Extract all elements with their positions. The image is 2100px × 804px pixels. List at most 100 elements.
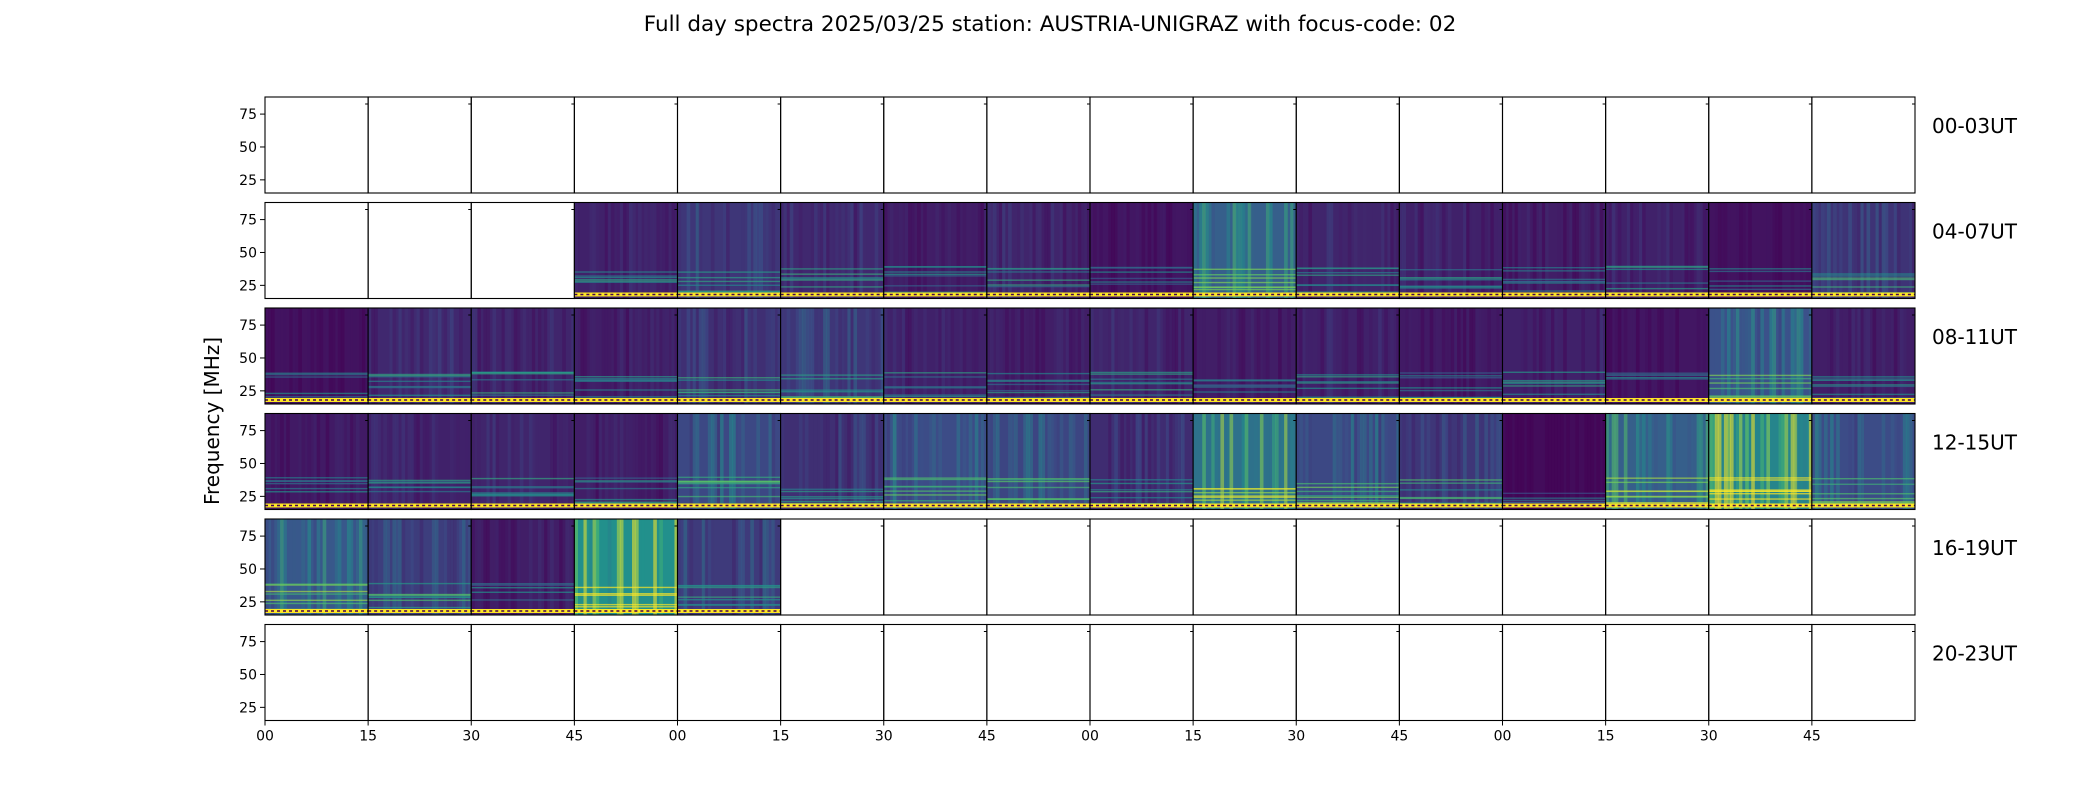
cell-frame — [1501, 518, 1607, 616]
cell-frame — [1811, 201, 1916, 300]
low-band — [780, 292, 884, 297]
spectrum-cell — [1501, 96, 1607, 194]
low-band — [986, 292, 1090, 297]
spectrum-cell — [1605, 518, 1710, 616]
low-band — [265, 398, 369, 402]
spectrum-cell — [1295, 412, 1400, 511]
spectrum-cell — [986, 623, 1091, 722]
spectra-row: 75 50 25 12-15UT — [239, 412, 2018, 511]
y-tick-label: 50 — [239, 667, 257, 683]
spectrum-cell — [367, 201, 472, 300]
cell-frame — [1192, 518, 1297, 616]
x-tick-label: 00 — [1081, 729, 1099, 745]
spectrum-cell — [1708, 201, 1813, 300]
spectrum-cell — [264, 307, 369, 405]
low-band — [1605, 292, 1709, 297]
spectrum-cell — [1398, 518, 1504, 616]
low-band — [1193, 292, 1297, 297]
low-band — [1811, 398, 1915, 402]
spectrum-cell — [1708, 96, 1813, 194]
spectrum-cell — [1605, 412, 1710, 511]
low-band — [1605, 398, 1709, 402]
spectrum-cell — [1295, 518, 1400, 616]
spectrum-cell — [1295, 307, 1400, 405]
spectrum-cell — [1811, 412, 1916, 511]
x-tick-label: 00 — [1494, 729, 1512, 745]
spectrum-cell — [1398, 623, 1504, 722]
low-band — [1399, 503, 1503, 508]
cell-frame — [883, 623, 988, 722]
low-band — [265, 503, 369, 508]
spectrum-cell — [1605, 201, 1710, 300]
low-band — [780, 503, 884, 508]
cell-frame — [1089, 96, 1194, 194]
spectrum-cell — [986, 412, 1091, 511]
spectrum-cell — [1501, 623, 1607, 722]
cell-frame — [573, 96, 679, 194]
low-band — [1811, 292, 1915, 297]
low-band — [471, 398, 575, 402]
cell-frame — [1811, 96, 1916, 194]
cell-frame — [1398, 96, 1504, 194]
cell-frame — [470, 623, 575, 722]
spectrum-cell — [780, 96, 885, 194]
cell-frame — [1708, 518, 1813, 616]
spectrum-cell — [264, 623, 369, 722]
low-band — [1090, 292, 1194, 297]
spectrum-cell — [676, 412, 782, 511]
spectrum-cell — [1708, 412, 1813, 511]
spectrum-cell — [573, 307, 679, 405]
cell-frame — [780, 623, 885, 722]
spectrum-cell — [1811, 518, 1916, 616]
x-tick-label: 00 — [669, 729, 687, 745]
spectrum-cell — [1089, 201, 1194, 300]
spectrum-cell — [1605, 307, 1710, 405]
low-band — [1708, 398, 1812, 402]
low-band — [1708, 292, 1812, 297]
spectrum-cell — [1089, 96, 1194, 194]
spectrum-cell — [264, 412, 369, 511]
cell-frame — [883, 96, 988, 194]
cell-frame — [1501, 623, 1607, 722]
cell-frame — [1295, 96, 1400, 194]
spectrum-cell — [676, 623, 782, 722]
spectrum-cell — [1501, 518, 1607, 616]
x-tick-label: 45 — [1803, 729, 1821, 745]
cell-frame — [1605, 623, 1710, 722]
spectrum-cell — [780, 412, 885, 511]
chart-title: Full day spectra 2025/03/25 station: AUS… — [643, 12, 1457, 37]
spectrum-cell — [1501, 201, 1607, 300]
low-band — [471, 609, 575, 613]
spectrum-cell — [1295, 201, 1400, 300]
x-tick-label: 00 — [256, 729, 274, 745]
spectrum-cell — [1398, 307, 1504, 405]
spectrum-cell — [676, 518, 782, 616]
spectrum-cell — [1089, 412, 1194, 511]
spectra-row: 75 50 25 16-19UT — [239, 518, 2018, 616]
cell-frame — [1708, 96, 1813, 194]
spectra-row: 75 50 25 20-23UT — [239, 623, 2018, 722]
spectrum-cell — [1089, 307, 1194, 405]
spectrum-cell — [1501, 412, 1607, 511]
low-band — [986, 398, 1090, 402]
spectrum-cell — [1501, 307, 1607, 405]
low-band — [883, 503, 987, 508]
row-label: 20-23UT — [1932, 642, 2018, 666]
spectrum-cell — [883, 307, 988, 405]
low-band — [1605, 503, 1709, 508]
spectrum-cell — [573, 412, 679, 511]
cell-frame — [986, 518, 1091, 616]
spectrum-cell — [780, 623, 885, 722]
spectrum-cell — [986, 96, 1091, 194]
low-band — [677, 503, 781, 508]
row-label: 00-03UT — [1932, 114, 2018, 138]
y-tick-label: 25 — [239, 595, 257, 611]
spectrum-cell — [264, 201, 369, 300]
cell-frame — [1605, 518, 1710, 616]
y-tick-label: 75 — [239, 318, 257, 334]
spectrum-cell — [1398, 201, 1504, 300]
spectrum-cell — [1192, 201, 1297, 300]
spectrum-cell — [986, 307, 1091, 405]
